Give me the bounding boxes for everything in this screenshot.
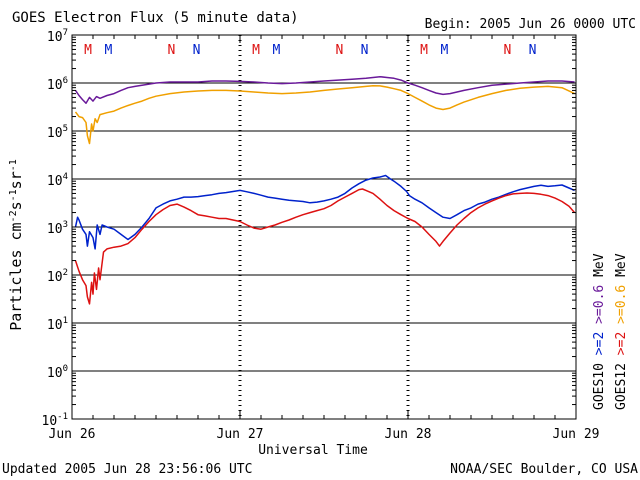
orbit-marker: N [193,43,201,58]
y-axis-ticks: 10-1 100 101 102 103 104 105 106 107 [42,28,576,429]
orbit-marker: M [272,43,280,58]
y-tick-label: 100 [47,364,68,381]
updated-timestamp: Updated 2005 Jun 28 23:56:06 UTC [2,462,252,477]
y-axis-label-text: Particles cm-2s-1sr-1 [7,159,25,331]
y-axis-label: Particles cm-2s-1sr-1 Particles cm-2 s-1… [7,159,25,331]
x-tick-label: Jun 28 [385,427,432,442]
orbit-marker: M [252,43,260,58]
y-tick-label: 104 [47,172,68,189]
y-tick-label: 10-1 [42,412,69,429]
orbit-marker: M [84,43,92,58]
x-axis-ticks: Jun 26 Jun 27 Jun 28 Jun 29 [49,35,600,442]
legend-entry: GOES12 >=2 >=0.6 MeV [614,253,629,410]
series-layer [74,75,576,305]
orbit-marker: N [167,43,175,58]
grid [72,35,576,419]
begin-time: Begin: 2005 Jun 26 0000 UTC [425,17,636,32]
series-goes10-2-mev [74,174,575,250]
chart-title: GOES Electron Flux (5 minute data) [12,10,299,26]
orbit-marker: N [335,43,343,58]
x-axis-label: Universal Time [258,443,368,458]
legend: GOES10 >=2 >=0.6 MeV GOES12 >=2 >=0.6 MeV [592,253,629,410]
y-tick-label: 103 [47,220,68,237]
y-tick-label: 105 [47,124,68,141]
y-tick-label: 101 [47,316,68,333]
y-tick-label: 106 [47,76,68,93]
legend-entry: GOES10 >=2 >=0.6 MeV [592,253,607,410]
series-goes12-0-6-mev [74,84,575,145]
orbit-marker: N [529,43,537,58]
orbit-marker: M [420,43,428,58]
orbit-marker: M [440,43,448,58]
x-tick-label: Jun 26 [49,427,96,442]
orbit-marker: M [104,43,112,58]
series-goes10-0-6-mev [74,75,575,104]
y-tick-label: 107 [47,28,68,45]
credit: NOAA/SEC Boulder, CO USA [450,462,638,477]
series-goes12-2-mev [74,188,576,305]
orbit-marker: N [503,43,511,58]
y-tick-label: 102 [47,268,68,285]
x-tick-label: Jun 27 [217,427,264,442]
orbit-marker: N [361,43,369,58]
x-tick-label: Jun 29 [553,427,600,442]
